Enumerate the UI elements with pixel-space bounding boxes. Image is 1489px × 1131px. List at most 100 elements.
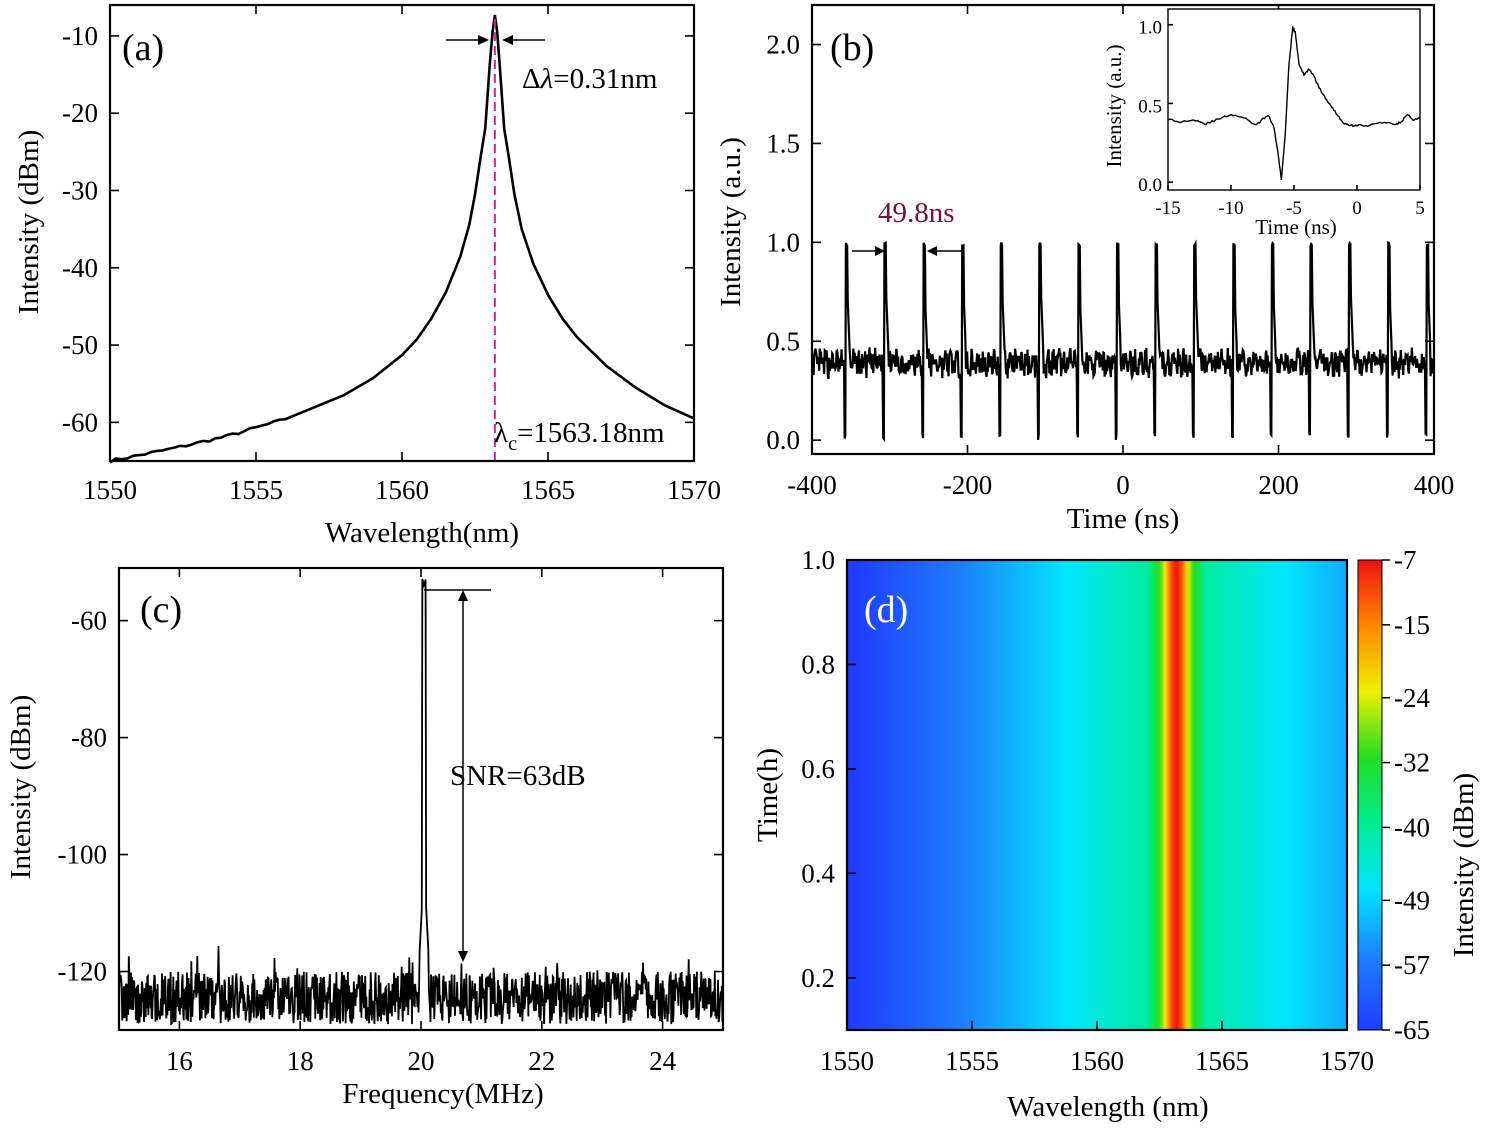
d-heatmap xyxy=(847,560,1347,1030)
c-x-axis: 16 18 20 22 24 xyxy=(166,568,677,1076)
b-inset-x-tick-label: -10 xyxy=(1218,198,1243,219)
b-y-tick-label: 1.5 xyxy=(766,128,800,158)
b-pulse-train-series xyxy=(812,239,1434,443)
a-y-tick-label: -40 xyxy=(62,253,98,283)
a-spectrum-series xyxy=(109,14,695,464)
b-inset-pulse-line xyxy=(1167,25,1421,180)
d-x-axis-label: Wavelength (nm) xyxy=(1007,1091,1208,1123)
c-y-tick-label: -80 xyxy=(71,723,107,753)
c-y-tick-label: -100 xyxy=(58,840,108,870)
a-x-axis-label: Wavelength(nm) xyxy=(325,517,519,549)
d-colorbar-tick-label: -65 xyxy=(1394,1015,1430,1045)
b-inset-y-tick-label: 0.0 xyxy=(1138,175,1162,196)
a-y-axis-label: Intensity (dBm) xyxy=(13,130,45,314)
b-y-tick-label: 0.5 xyxy=(766,326,800,356)
b-x-tick-label: -200 xyxy=(943,470,993,500)
d-colorbar-tick-label: -24 xyxy=(1394,683,1430,713)
b-x-tick-label: 0 xyxy=(1116,470,1130,500)
a-x-tick-label: 1570 xyxy=(667,475,721,505)
b-inset-pulse-series xyxy=(1167,25,1421,180)
a-center-value: =1563.18nm xyxy=(517,417,665,449)
b-inset-y-axis-label: Intensity (a.u.) xyxy=(1102,44,1126,167)
b-x-axis: -400 -200 0 200 400 xyxy=(787,5,1454,500)
b-panel-label: (b) xyxy=(830,27,874,69)
b-inset-x-axis-label: Time (ns) xyxy=(1255,215,1337,239)
d-colorbar-ticks: -7 -15 -24 -32 -40 -49 -57 -65 xyxy=(1382,545,1430,1045)
panel-c: 16 18 20 22 24 -120 -100 -80 -60 (c) Frequency(… xyxy=(5,566,725,1110)
b-x-tick-label: 200 xyxy=(1258,470,1299,500)
a-linewidth-annotation: Δλ=0.31nm xyxy=(522,63,658,95)
a-spectrum-line xyxy=(109,14,695,464)
b-inset-x-tick-label: 5 xyxy=(1415,198,1425,219)
a-y-tick-label: -30 xyxy=(62,175,98,205)
d-x-tick-label: 1565 xyxy=(1195,1046,1249,1076)
c-y-axis-label: Intensity (dBm) xyxy=(5,695,37,879)
a-y-tick-label: -20 xyxy=(62,98,98,128)
a-linewidth-value: =0.31nm xyxy=(553,63,658,95)
a-linewidth-arrows xyxy=(446,35,545,45)
b-inset-y-axis: 0.0 0.5 1.0 xyxy=(1138,18,1173,196)
a-linewidth-lambda: λ xyxy=(540,63,554,95)
c-y-tick-label: -120 xyxy=(58,957,108,987)
c-x-tick-label: 20 xyxy=(408,1046,435,1076)
b-inset-y-tick-label: 0.5 xyxy=(1138,96,1162,117)
a-x-tick-label: 1550 xyxy=(83,475,137,505)
c-x-tick-label: 18 xyxy=(287,1046,314,1076)
b-inset-y-tick-label: 1.0 xyxy=(1138,18,1162,39)
d-colorbar-tick-label: -49 xyxy=(1394,885,1430,915)
c-y-tick-label: -60 xyxy=(71,606,107,636)
d-colorbar-tick-label: -40 xyxy=(1394,812,1430,842)
d-y-tick-label: 0.6 xyxy=(801,754,835,784)
b-period-annotation: 49.8ns xyxy=(878,197,955,229)
a-x-tick-label: 1555 xyxy=(229,475,283,505)
b-inset-x-tick-label: 0 xyxy=(1352,198,1362,219)
d-y-tick-label: 0.8 xyxy=(801,649,835,679)
d-panel-label: (d) xyxy=(864,589,908,631)
c-x-axis-label: Frequency(MHz) xyxy=(342,1078,543,1110)
d-colorbar-tick-label: -7 xyxy=(1394,545,1417,575)
a-center-wavelength-annotation: λc=1563.18nm xyxy=(494,417,665,455)
b-x-tick-label: -400 xyxy=(787,470,837,500)
b-x-tick-label: 400 xyxy=(1414,470,1455,500)
b-inset-x-tick-label: -5 xyxy=(1286,198,1302,219)
b-x-axis-label: Time (ns) xyxy=(1067,503,1180,535)
b-period-arrows xyxy=(852,246,962,256)
b-y-axis-label: Intensity (a.u.) xyxy=(715,137,747,307)
c-snr-arrows xyxy=(424,589,491,962)
a-linewidth-delta: Δ xyxy=(522,63,541,95)
a-x-tick-label: 1565 xyxy=(521,475,575,505)
a-y-tick-label: -50 xyxy=(62,330,98,360)
d-y-axis-label: Time(h) xyxy=(752,748,784,842)
c-y-axis: -120 -100 -80 -60 xyxy=(58,606,723,987)
b-y-tick-label: 1.0 xyxy=(766,227,800,257)
d-y-tick-label: 0.2 xyxy=(801,963,835,993)
a-center-subscript: c xyxy=(508,433,517,455)
b-inset-x-tick-label: -15 xyxy=(1155,198,1180,219)
b-y-tick-label: 2.0 xyxy=(766,30,800,60)
a-x-axis: 1550 1555 1560 1565 1570 xyxy=(83,5,721,505)
a-y-axis: -60 -50 -40 -30 -20 -10 xyxy=(62,21,694,437)
c-x-tick-label: 16 xyxy=(166,1046,193,1076)
d-y-tick-label: 0.4 xyxy=(801,858,835,888)
panel-a: 1550 1555 1560 1565 1570 -60-50-40-30-20-10 … xyxy=(13,3,721,549)
d-colorbar-tick-label: -32 xyxy=(1394,748,1430,778)
c-x-tick-label: 22 xyxy=(528,1046,555,1076)
c-plot-frame xyxy=(117,566,725,1032)
d-y-axis: 0.2 0.4 0.6 0.8 1.0 xyxy=(801,545,856,993)
b-inset: -15 -10 -5 0 5 0.0 0.5 1.0 Time (ns) Intensity… xyxy=(1102,8,1425,239)
a-y-tick-label: -10 xyxy=(62,21,98,51)
c-panel-label: (c) xyxy=(140,589,182,631)
a-center-lambda: λ xyxy=(494,417,508,449)
d-colorbar-tick-label: -15 xyxy=(1394,610,1430,640)
c-rf-spectrum-line xyxy=(118,578,724,1026)
d-colorbar-label: Intensity (dBm) xyxy=(1448,773,1480,957)
d-x-tick-label: 1560 xyxy=(1070,1046,1124,1076)
d-x-axis: 1550 1555 1560 1565 1570 xyxy=(820,1021,1374,1076)
panel-b: -400 -200 0 200 400 0.0 0.5 1.0 1.5 2.0 (b) Time… xyxy=(715,3,1454,535)
b-y-axis: 0.0 0.5 1.0 1.5 2.0 xyxy=(766,30,1434,455)
panel-d: 1550 1555 1560 1565 1570 0.2 0.4 0.6 0.8 1.0 (d)… xyxy=(752,545,1480,1123)
c-rf-spectrum-series xyxy=(118,578,724,1026)
a-x-tick-label: 1560 xyxy=(375,475,429,505)
b-inset-x-axis: -15 -10 -5 0 5 xyxy=(1155,185,1425,219)
